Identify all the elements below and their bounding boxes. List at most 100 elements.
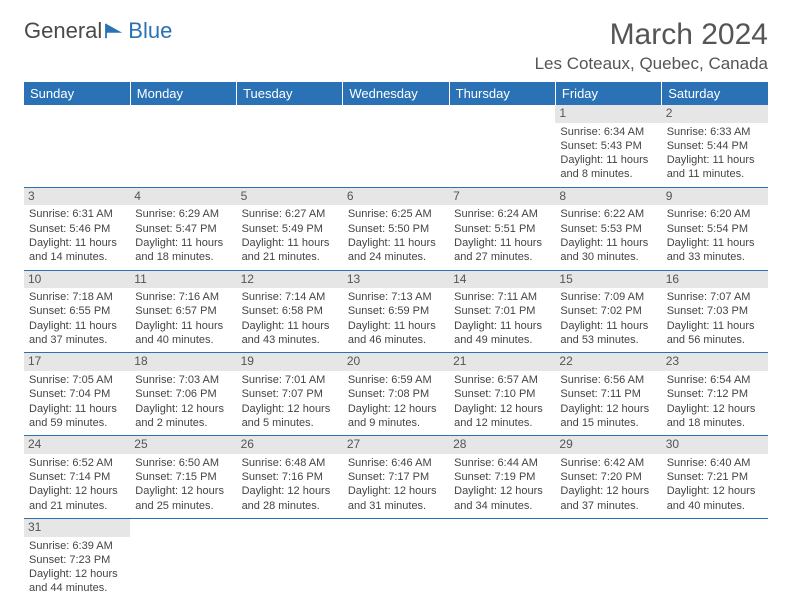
calendar-day-cell: 25Sunrise: 6:50 AMSunset: 7:15 PMDayligh… bbox=[130, 436, 236, 519]
calendar-day-cell: 22Sunrise: 6:56 AMSunset: 7:11 PMDayligh… bbox=[555, 353, 661, 436]
daylight-line: Daylight: 11 hours and 33 minutes. bbox=[667, 236, 763, 265]
daylight-line: Daylight: 11 hours and 59 minutes. bbox=[29, 402, 125, 431]
day-number: 27 bbox=[343, 436, 449, 454]
calendar-day-cell: 27Sunrise: 6:46 AMSunset: 7:17 PMDayligh… bbox=[343, 436, 449, 519]
logo-flag-icon bbox=[104, 22, 126, 40]
day-number: 26 bbox=[237, 436, 343, 454]
calendar-day-cell: 20Sunrise: 6:59 AMSunset: 7:08 PMDayligh… bbox=[343, 353, 449, 436]
daylight-line: Daylight: 12 hours and 5 minutes. bbox=[242, 402, 338, 431]
sunrise-line: Sunrise: 7:09 AM bbox=[560, 290, 656, 304]
sunset-line: Sunset: 5:47 PM bbox=[135, 222, 231, 236]
sunrise-line: Sunrise: 6:25 AM bbox=[348, 207, 444, 221]
calendar-empty-cell bbox=[237, 105, 343, 187]
daylight-line: Daylight: 11 hours and 40 minutes. bbox=[135, 319, 231, 348]
sunset-line: Sunset: 6:57 PM bbox=[135, 304, 231, 318]
calendar-day-cell: 1Sunrise: 6:34 AMSunset: 5:43 PMDaylight… bbox=[555, 105, 661, 187]
weekday-header-row: SundayMondayTuesdayWednesdayThursdayFrid… bbox=[24, 82, 768, 105]
day-number: 29 bbox=[555, 436, 661, 454]
daylight-line: Daylight: 11 hours and 30 minutes. bbox=[560, 236, 656, 265]
logo-text-2: Blue bbox=[128, 18, 172, 44]
sunrise-line: Sunrise: 6:39 AM bbox=[29, 539, 125, 553]
sunset-line: Sunset: 6:59 PM bbox=[348, 304, 444, 318]
sunrise-line: Sunrise: 6:29 AM bbox=[135, 207, 231, 221]
calendar-empty-cell bbox=[130, 518, 236, 600]
calendar-empty-cell bbox=[555, 518, 661, 600]
sunset-line: Sunset: 6:58 PM bbox=[242, 304, 338, 318]
calendar-day-cell: 28Sunrise: 6:44 AMSunset: 7:19 PMDayligh… bbox=[449, 436, 555, 519]
sunrise-line: Sunrise: 6:22 AM bbox=[560, 207, 656, 221]
weekday-header: Thursday bbox=[449, 82, 555, 105]
sunset-line: Sunset: 5:51 PM bbox=[454, 222, 550, 236]
calendar-empty-cell bbox=[343, 105, 449, 187]
calendar-row: 3Sunrise: 6:31 AMSunset: 5:46 PMDaylight… bbox=[24, 187, 768, 270]
sunset-line: Sunset: 7:14 PM bbox=[29, 470, 125, 484]
calendar-empty-cell bbox=[24, 105, 130, 187]
calendar-empty-cell bbox=[662, 518, 768, 600]
month-title: March 2024 bbox=[535, 18, 768, 52]
sunrise-line: Sunrise: 7:16 AM bbox=[135, 290, 231, 304]
day-number: 21 bbox=[449, 353, 555, 371]
sunrise-line: Sunrise: 7:05 AM bbox=[29, 373, 125, 387]
daylight-line: Daylight: 12 hours and 28 minutes. bbox=[242, 484, 338, 513]
calendar-day-cell: 24Sunrise: 6:52 AMSunset: 7:14 PMDayligh… bbox=[24, 436, 130, 519]
calendar-empty-cell bbox=[130, 105, 236, 187]
daylight-line: Daylight: 11 hours and 24 minutes. bbox=[348, 236, 444, 265]
calendar-day-cell: 16Sunrise: 7:07 AMSunset: 7:03 PMDayligh… bbox=[662, 270, 768, 353]
calendar-day-cell: 4Sunrise: 6:29 AMSunset: 5:47 PMDaylight… bbox=[130, 187, 236, 270]
daylight-line: Daylight: 11 hours and 8 minutes. bbox=[560, 153, 656, 182]
sunrise-line: Sunrise: 7:07 AM bbox=[667, 290, 763, 304]
sunrise-line: Sunrise: 6:40 AM bbox=[667, 456, 763, 470]
sunrise-line: Sunrise: 6:44 AM bbox=[454, 456, 550, 470]
daylight-line: Daylight: 12 hours and 9 minutes. bbox=[348, 402, 444, 431]
calendar-day-cell: 6Sunrise: 6:25 AMSunset: 5:50 PMDaylight… bbox=[343, 187, 449, 270]
day-number: 19 bbox=[237, 353, 343, 371]
calendar-day-cell: 15Sunrise: 7:09 AMSunset: 7:02 PMDayligh… bbox=[555, 270, 661, 353]
daylight-line: Daylight: 12 hours and 21 minutes. bbox=[29, 484, 125, 513]
sunset-line: Sunset: 7:12 PM bbox=[667, 387, 763, 401]
calendar-row: 31 Sunrise: 6:39 AMSunset: 7:23 PMDayligh… bbox=[24, 518, 768, 600]
calendar-table: SundayMondayTuesdayWednesdayThursdayFrid… bbox=[24, 82, 768, 601]
sunset-line: Sunset: 5:53 PM bbox=[560, 222, 656, 236]
daylight-line: Daylight: 12 hours and 12 minutes. bbox=[454, 402, 550, 431]
sunset-line: Sunset: 7:02 PM bbox=[560, 304, 656, 318]
calendar-day-cell: 23Sunrise: 6:54 AMSunset: 7:12 PMDayligh… bbox=[662, 353, 768, 436]
daylight-line: Daylight: 11 hours and 46 minutes. bbox=[348, 319, 444, 348]
daylight-line: Daylight: 11 hours and 37 minutes. bbox=[29, 319, 125, 348]
daylight-line: Daylight: 11 hours and 53 minutes. bbox=[560, 319, 656, 348]
sunset-line: Sunset: 7:16 PM bbox=[242, 470, 338, 484]
sunset-line: Sunset: 7:11 PM bbox=[560, 387, 656, 401]
sunrise-line: Sunrise: 6:59 AM bbox=[348, 373, 444, 387]
calendar-day-cell: 26Sunrise: 6:48 AMSunset: 7:16 PMDayligh… bbox=[237, 436, 343, 519]
logo-text-1: General bbox=[24, 18, 102, 44]
sunrise-line: Sunrise: 6:42 AM bbox=[560, 456, 656, 470]
calendar-day-cell: 3Sunrise: 6:31 AMSunset: 5:46 PMDaylight… bbox=[24, 187, 130, 270]
calendar-day-cell: 31 Sunrise: 6:39 AMSunset: 7:23 PMDayligh… bbox=[24, 518, 130, 600]
calendar-day-cell: 30Sunrise: 6:40 AMSunset: 7:21 PMDayligh… bbox=[662, 436, 768, 519]
sunrise-line: Sunrise: 6:34 AM bbox=[560, 125, 656, 139]
daylight-line: Daylight: 12 hours and 34 minutes. bbox=[454, 484, 550, 513]
sunrise-line: Sunrise: 7:03 AM bbox=[135, 373, 231, 387]
sunrise-line: Sunrise: 7:18 AM bbox=[29, 290, 125, 304]
day-number: 31 bbox=[24, 519, 130, 537]
title-block: March 2024 Les Coteaux, Quebec, Canada bbox=[535, 18, 768, 74]
day-number: 7 bbox=[449, 188, 555, 206]
calendar-day-cell: 17Sunrise: 7:05 AMSunset: 7:04 PMDayligh… bbox=[24, 353, 130, 436]
sunrise-line: Sunrise: 6:33 AM bbox=[667, 125, 763, 139]
logo: General Blue bbox=[24, 18, 172, 44]
daylight-line: Daylight: 11 hours and 56 minutes. bbox=[667, 319, 763, 348]
calendar-day-cell: 12Sunrise: 7:14 AMSunset: 6:58 PMDayligh… bbox=[237, 270, 343, 353]
sunset-line: Sunset: 7:23 PM bbox=[29, 553, 125, 567]
calendar-day-cell: 18Sunrise: 7:03 AMSunset: 7:06 PMDayligh… bbox=[130, 353, 236, 436]
sunset-line: Sunset: 5:44 PM bbox=[667, 139, 763, 153]
sunrise-line: Sunrise: 6:24 AM bbox=[454, 207, 550, 221]
sunset-line: Sunset: 7:21 PM bbox=[667, 470, 763, 484]
sunset-line: Sunset: 7:20 PM bbox=[560, 470, 656, 484]
daylight-line: Daylight: 11 hours and 11 minutes. bbox=[667, 153, 763, 182]
day-number: 3 bbox=[24, 188, 130, 206]
sunset-line: Sunset: 7:07 PM bbox=[242, 387, 338, 401]
calendar-body: 1Sunrise: 6:34 AMSunset: 5:43 PMDaylight… bbox=[24, 105, 768, 601]
calendar-day-cell: 13Sunrise: 7:13 AMSunset: 6:59 PMDayligh… bbox=[343, 270, 449, 353]
sunset-line: Sunset: 7:17 PM bbox=[348, 470, 444, 484]
day-number: 28 bbox=[449, 436, 555, 454]
daylight-line: Daylight: 12 hours and 44 minutes. bbox=[29, 567, 125, 596]
